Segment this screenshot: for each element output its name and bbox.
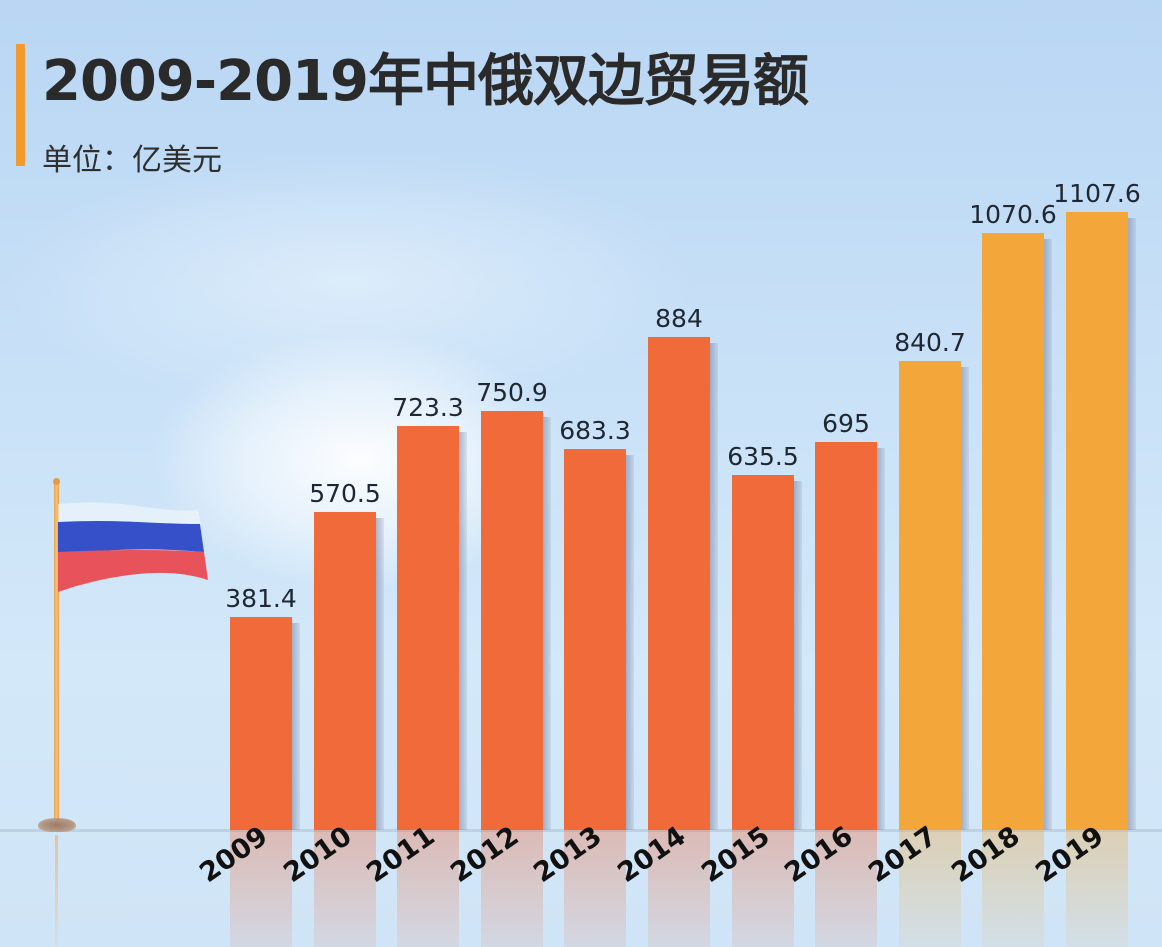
bar-reflection	[732, 830, 794, 947]
bar-reflection	[899, 830, 961, 947]
bar-shadow	[710, 343, 718, 830]
bar-shadow	[459, 432, 467, 830]
flag-pole-base	[38, 818, 76, 832]
flag-pole	[54, 482, 59, 822]
flag-pole-finial	[53, 478, 60, 485]
bar-shadow	[961, 367, 969, 830]
bar-reflection	[1066, 830, 1128, 947]
bar-reflection	[314, 830, 376, 947]
bar-shadow	[543, 417, 551, 830]
bar-2018	[982, 233, 1052, 947]
unit-label: 单位：亿美元	[42, 143, 222, 178]
bar-reflection	[397, 830, 459, 947]
flag-pole-reflection	[55, 835, 58, 947]
value-label: 570.5	[309, 479, 381, 508]
bar-2010	[314, 512, 384, 947]
bar-reflection	[648, 830, 710, 947]
title-accent-bar	[16, 44, 25, 166]
baseline	[0, 829, 1162, 832]
bar-shadow	[877, 448, 885, 830]
bar-shadow	[376, 518, 384, 830]
value-label: 635.5	[727, 442, 799, 471]
bar-2013	[564, 449, 634, 947]
value-label: 381.4	[225, 584, 297, 613]
bar-2019	[1066, 212, 1136, 947]
value-label: 1070.6	[969, 200, 1057, 229]
bar-2017	[899, 361, 969, 947]
bar-reflection	[564, 830, 626, 947]
value-label: 1107.6	[1053, 179, 1141, 208]
chart-title: 2009-2019年中俄双边贸易额	[42, 49, 809, 114]
bar-shadow	[1128, 218, 1136, 830]
value-label: 723.3	[392, 393, 464, 422]
bar-shadow	[1044, 239, 1052, 830]
value-label: 750.9	[476, 378, 548, 407]
bar-2014	[648, 337, 718, 947]
value-label: 884	[655, 304, 703, 333]
bar-reflection	[230, 830, 292, 947]
bar-2012	[481, 411, 551, 947]
bar-2015	[732, 475, 802, 947]
bar-2016	[815, 442, 885, 947]
russian-flag-icon	[58, 502, 208, 592]
value-label: 683.3	[559, 416, 631, 445]
bar-2009	[230, 617, 300, 947]
value-label: 840.7	[894, 328, 966, 357]
bar-2011	[397, 426, 467, 947]
bar-shadow	[292, 623, 300, 830]
bar-reflection	[481, 830, 543, 947]
bar-reflection	[815, 830, 877, 947]
bar-shadow	[626, 455, 634, 830]
bar-reflection	[982, 830, 1044, 947]
bar-shadow	[794, 481, 802, 830]
value-label: 695	[822, 409, 870, 438]
